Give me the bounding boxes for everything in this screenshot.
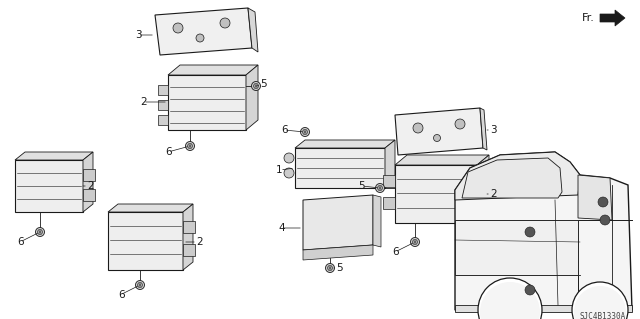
Text: 2: 2	[140, 97, 147, 107]
Text: 5: 5	[336, 263, 342, 273]
Polygon shape	[383, 197, 395, 209]
Polygon shape	[600, 10, 625, 26]
Polygon shape	[395, 108, 483, 155]
Circle shape	[326, 263, 335, 272]
Circle shape	[574, 286, 626, 319]
Circle shape	[376, 183, 385, 192]
Text: 5: 5	[358, 181, 365, 191]
Text: 3: 3	[490, 125, 497, 135]
Text: Fr.: Fr.	[582, 13, 595, 23]
Text: 1: 1	[276, 165, 283, 175]
Polygon shape	[477, 155, 489, 223]
Text: 2: 2	[87, 181, 93, 191]
Polygon shape	[303, 195, 373, 250]
Polygon shape	[158, 85, 168, 95]
Polygon shape	[155, 8, 252, 55]
Polygon shape	[295, 148, 385, 188]
Circle shape	[35, 227, 45, 236]
Polygon shape	[455, 152, 580, 200]
Polygon shape	[108, 204, 193, 212]
Circle shape	[220, 18, 230, 28]
Circle shape	[598, 197, 608, 207]
Polygon shape	[183, 204, 193, 270]
Circle shape	[186, 142, 195, 151]
Circle shape	[196, 34, 204, 42]
Circle shape	[410, 238, 419, 247]
Polygon shape	[455, 152, 632, 310]
Polygon shape	[462, 158, 562, 198]
Text: 2: 2	[196, 237, 203, 247]
Circle shape	[173, 23, 183, 33]
Circle shape	[582, 292, 618, 319]
Circle shape	[490, 290, 530, 319]
Polygon shape	[303, 245, 373, 260]
Circle shape	[478, 278, 542, 319]
Text: 3: 3	[135, 30, 141, 40]
Circle shape	[525, 285, 535, 295]
Text: 2: 2	[490, 189, 497, 199]
Circle shape	[284, 153, 294, 163]
Text: 4: 4	[278, 223, 285, 233]
Polygon shape	[15, 152, 93, 160]
Text: 6: 6	[281, 125, 287, 135]
Polygon shape	[248, 8, 258, 52]
Polygon shape	[15, 160, 83, 212]
Text: 6: 6	[17, 237, 24, 247]
Polygon shape	[395, 155, 489, 165]
Circle shape	[433, 135, 440, 142]
Circle shape	[413, 123, 423, 133]
Polygon shape	[168, 65, 258, 75]
Circle shape	[301, 128, 310, 137]
Polygon shape	[373, 195, 381, 247]
Polygon shape	[158, 115, 168, 125]
Circle shape	[252, 81, 260, 91]
Circle shape	[455, 119, 465, 129]
Text: 5: 5	[260, 79, 267, 89]
Text: SJC4B1330A: SJC4B1330A	[580, 312, 627, 319]
Text: 6: 6	[165, 147, 172, 157]
Polygon shape	[385, 140, 395, 188]
Circle shape	[480, 282, 540, 319]
Polygon shape	[158, 100, 168, 110]
Polygon shape	[83, 169, 95, 181]
Polygon shape	[168, 75, 246, 130]
Polygon shape	[383, 175, 395, 187]
Polygon shape	[183, 221, 195, 233]
Polygon shape	[108, 212, 183, 270]
Polygon shape	[83, 189, 95, 201]
Polygon shape	[295, 140, 395, 148]
Text: 6: 6	[392, 247, 399, 257]
Circle shape	[572, 282, 628, 319]
Polygon shape	[246, 65, 258, 130]
Circle shape	[525, 227, 535, 237]
Polygon shape	[480, 108, 487, 150]
Circle shape	[600, 215, 610, 225]
Polygon shape	[183, 244, 195, 256]
Polygon shape	[455, 305, 632, 312]
Polygon shape	[578, 175, 612, 220]
Polygon shape	[395, 165, 477, 223]
Circle shape	[284, 168, 294, 178]
Circle shape	[136, 280, 145, 290]
Text: 6: 6	[118, 290, 125, 300]
Polygon shape	[83, 152, 93, 212]
Polygon shape	[455, 220, 578, 275]
